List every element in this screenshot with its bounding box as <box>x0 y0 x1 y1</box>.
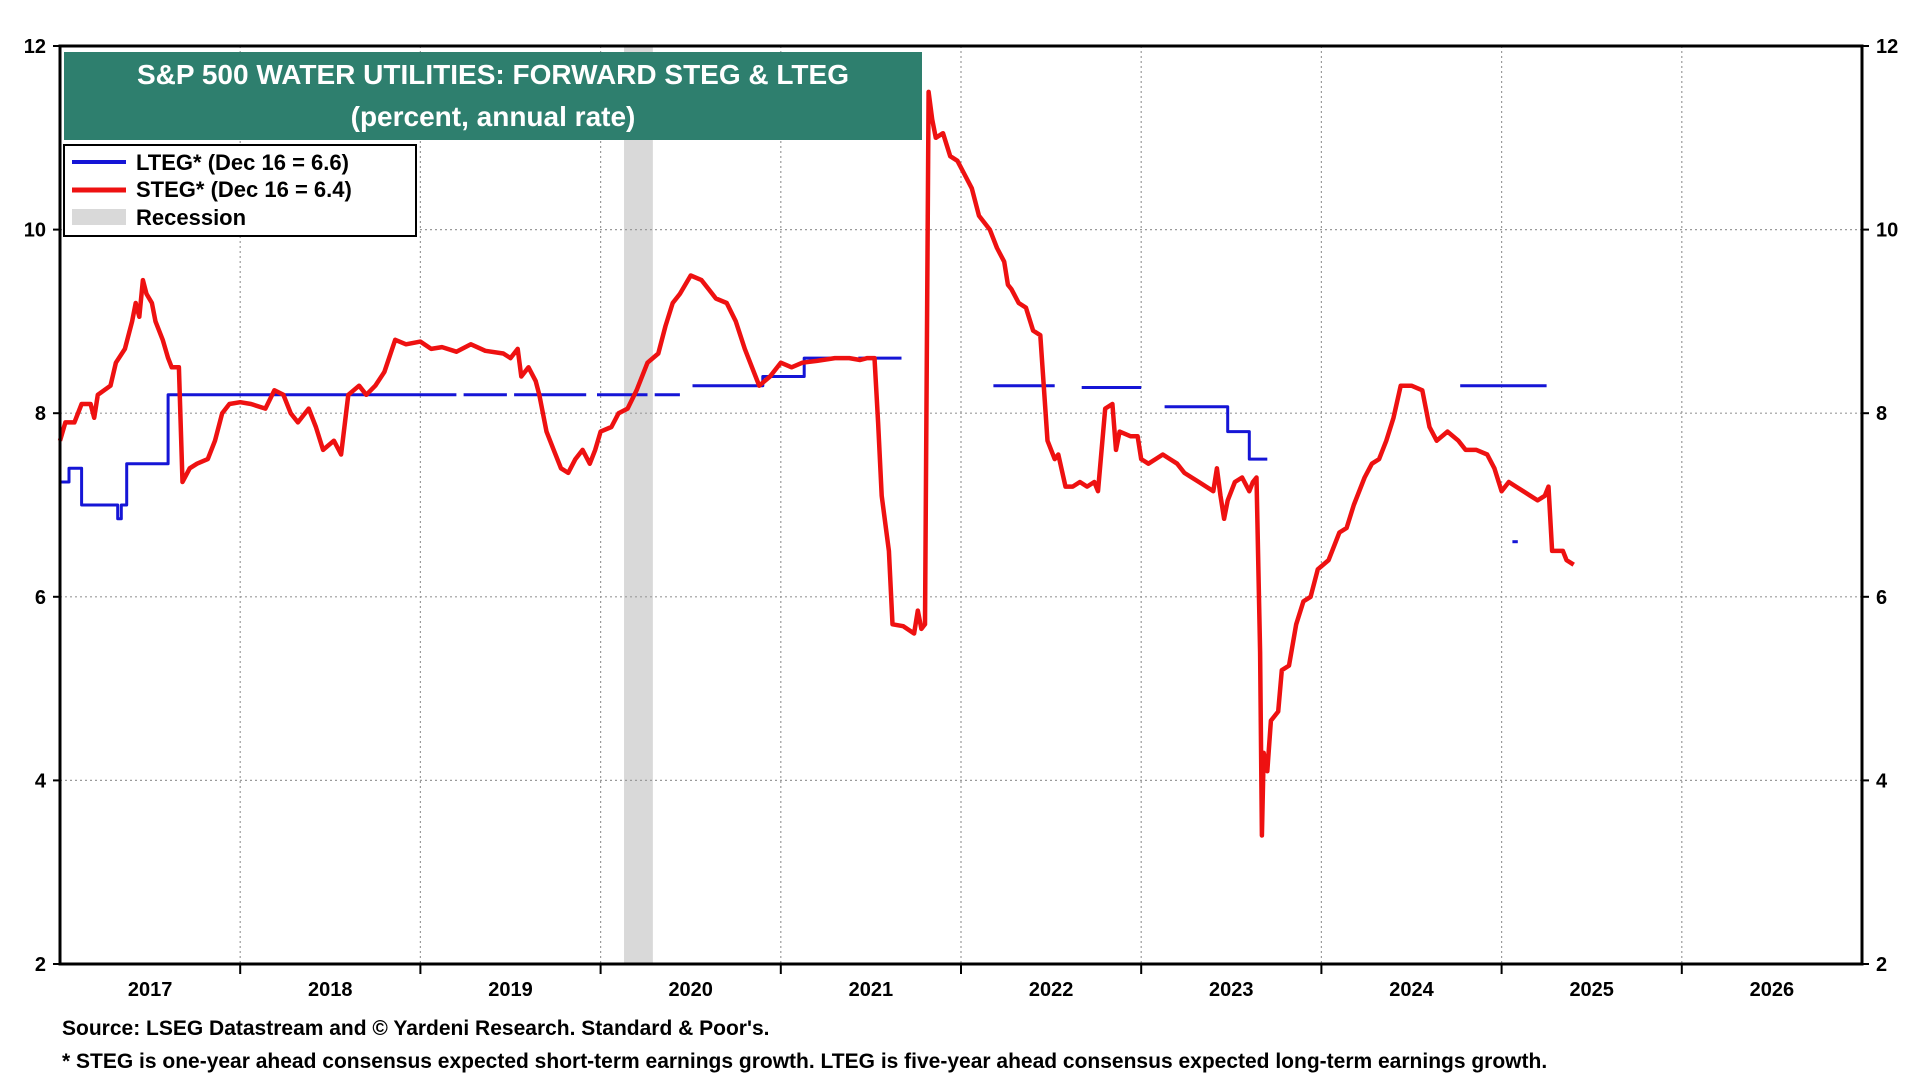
legend-label-recession: Recession <box>136 205 246 230</box>
x-tick-label: 2021 <box>849 979 894 1001</box>
x-axis-ticks: 2017 2018 2019 2020 2021 2022 2023 2024 2025 2026 <box>128 964 1794 1001</box>
chart-subtitle: (percent, annual rate) <box>351 101 636 132</box>
lteg-series-line <box>1164 405 1268 461</box>
y-tick-label-left: 10 <box>24 220 46 242</box>
y-tick-label-right: 6 <box>1876 587 1887 609</box>
series-lines <box>57 89 1575 838</box>
legend: LTEG* (Dec 16 = 6.6) STEG* (Dec 16 = 6.4… <box>63 144 417 237</box>
x-tick-label: 2025 <box>1569 979 1614 1001</box>
recession-bands <box>624 46 653 964</box>
source-note: Source: LSEG Datastream and © Yardeni Re… <box>62 1017 770 1040</box>
y-tick-label-right: 4 <box>1876 770 1888 792</box>
chart-title: S&P 500 WATER UTILITIES: FORWARD STEG & … <box>137 59 849 90</box>
steg-series-line <box>57 89 1575 838</box>
x-tick-label: 2023 <box>1209 979 1254 1001</box>
y-tick-label-right: 2 <box>1876 954 1887 976</box>
legend-label-steg: STEG* (Dec 16 = 6.4) <box>136 177 352 202</box>
lteg-series-line <box>692 356 846 388</box>
y-tick-label-right: 8 <box>1876 403 1887 425</box>
y-tick-label-left: 4 <box>35 770 47 792</box>
x-tick-label: 2026 <box>1750 979 1795 1001</box>
x-tick-label: 2019 <box>488 979 533 1001</box>
y-tick-label-left: 2 <box>35 954 46 976</box>
lteg-series-line <box>60 393 457 521</box>
y-tick-label-right: 12 <box>1876 36 1898 58</box>
y-tick-label-left: 12 <box>24 36 46 58</box>
title-box: S&P 500 WATER UTILITIES: FORWARD STEG & … <box>64 52 922 140</box>
recession-band <box>624 46 653 964</box>
y-tick-label-left: 8 <box>35 403 46 425</box>
definition-note: * STEG is one-year ahead consensus expec… <box>62 1050 1548 1073</box>
legend-swatch-recession <box>72 209 126 225</box>
y-tick-label-right: 10 <box>1876 220 1898 242</box>
y-tick-label-left: 6 <box>35 587 46 609</box>
x-tick-label: 2020 <box>668 979 713 1001</box>
x-tick-label: 2018 <box>308 979 353 1001</box>
x-tick-label: 2024 <box>1389 979 1434 1001</box>
y-axis-ticks: 2 2 4 4 6 6 8 8 10 10 12 12 <box>24 36 1899 976</box>
x-tick-label: 2022 <box>1029 979 1074 1001</box>
x-tick-label: 2017 <box>128 979 173 1001</box>
legend-label-lteg: LTEG* (Dec 16 = 6.6) <box>136 150 349 175</box>
